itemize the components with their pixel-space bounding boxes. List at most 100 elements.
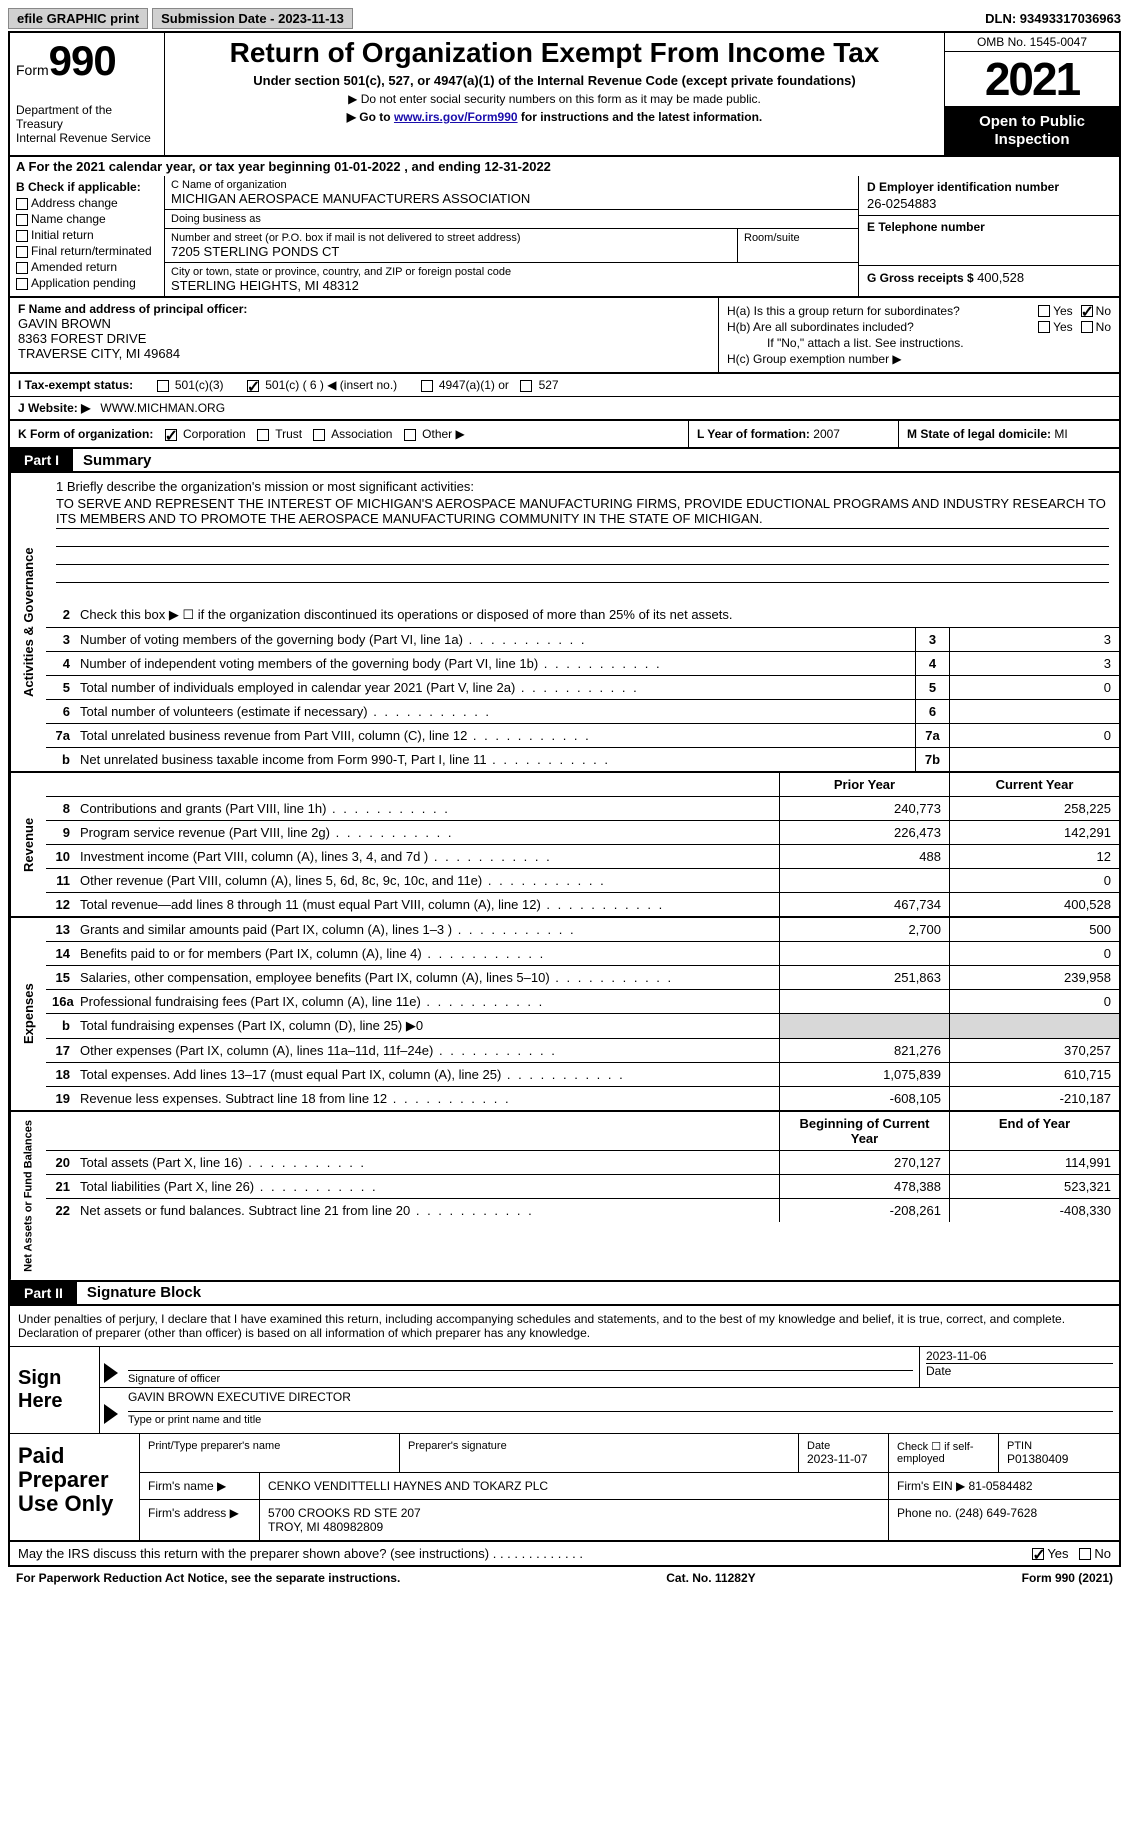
officer-addr1: 8363 FOREST DRIVE — [18, 331, 710, 346]
sig-intro: Under penalties of perjury, I declare th… — [10, 1306, 1119, 1347]
summary-row: 5Total number of individuals employed in… — [46, 676, 1119, 700]
chk-name-change[interactable] — [16, 214, 28, 226]
officer-name: GAVIN BROWN — [18, 316, 710, 331]
form-subtitle-1: Under section 501(c), 527, or 4947(a)(1)… — [175, 73, 934, 88]
summary-row: 12Total revenue—add lines 8 through 11 (… — [46, 893, 1119, 916]
summary-row: 8Contributions and grants (Part VIII, li… — [46, 797, 1119, 821]
chk-discuss-no[interactable] — [1079, 1548, 1091, 1560]
summary-row: 21Total liabilities (Part X, line 26)478… — [46, 1175, 1119, 1199]
efile-btn[interactable]: efile GRAPHIC print — [8, 8, 148, 29]
officer-print-name: GAVIN BROWN EXECUTIVE DIRECTOR — [128, 1390, 1113, 1412]
officer-signature[interactable] — [128, 1349, 913, 1371]
submission-date: Submission Date - 2023-11-13 — [152, 8, 353, 29]
chk-final-return[interactable] — [16, 246, 28, 258]
chk-initial-return[interactable] — [16, 230, 28, 242]
part1-header: Part I Summary — [8, 449, 1121, 473]
page-footer: For Paperwork Reduction Act Notice, see … — [8, 1567, 1121, 1589]
row-i-tax-status: I Tax-exempt status: 501(c)(3) 501(c) ( … — [10, 374, 1119, 397]
chk-app-pending[interactable] — [16, 278, 28, 290]
dept-label: Department of the Treasury — [16, 103, 158, 131]
arrow-icon — [104, 1363, 118, 1383]
preparer-date: 2023-11-07 — [807, 1452, 880, 1466]
website: WWW.MICHMAN.ORG — [100, 401, 225, 415]
section-klm: K Form of organization: Corporation Trus… — [8, 421, 1121, 449]
summary-row: bTotal fundraising expenses (Part IX, co… — [46, 1014, 1119, 1039]
arrow-icon — [104, 1404, 118, 1424]
section-net-assets: Net Assets or Fund Balances Beginning of… — [8, 1112, 1121, 1282]
summary-row: 16aProfessional fundraising fees (Part I… — [46, 990, 1119, 1014]
section-revenue: Revenue Prior Year Current Year 8Contrib… — [8, 773, 1121, 918]
chk-hb-no[interactable] — [1081, 321, 1093, 333]
summary-row: 7aTotal unrelated business revenue from … — [46, 724, 1119, 748]
col-b-checkboxes: B Check if applicable: Address change Na… — [10, 176, 165, 296]
irs-label: Internal Revenue Service — [16, 131, 158, 145]
irs-link[interactable]: www.irs.gov/Form990 — [394, 110, 518, 124]
mission-text: TO SERVE AND REPRESENT THE INTEREST OF M… — [56, 494, 1109, 529]
chk-amended[interactable] — [16, 262, 28, 274]
summary-row: 22Net assets or fund balances. Subtract … — [46, 1199, 1119, 1222]
officer-addr2: TRAVERSE CITY, MI 49684 — [18, 346, 710, 361]
chk-assoc[interactable] — [313, 429, 325, 441]
summary-row: bNet unrelated business taxable income f… — [46, 748, 1119, 771]
city-state-zip: STERLING HEIGHTS, MI 48312 — [171, 278, 852, 293]
firm-ein: 81-0584482 — [969, 1479, 1033, 1493]
ein: 26-0254883 — [867, 196, 1111, 211]
firm-name: CENKO VENDITTELLI HAYNES AND TOKARZ PLC — [260, 1473, 889, 1499]
chk-trust[interactable] — [257, 429, 269, 441]
form-header: Form990 Department of the Treasury Inter… — [8, 31, 1121, 157]
col-d-ein: D Employer identification number 26-0254… — [859, 176, 1119, 296]
chk-corp[interactable] — [165, 429, 177, 441]
section-expenses: Expenses 13Grants and similar amounts pa… — [8, 918, 1121, 1112]
chk-501c3[interactable] — [157, 380, 169, 392]
room-suite: Room/suite — [738, 229, 858, 262]
chk-527[interactable] — [520, 380, 532, 392]
chk-discuss-yes[interactable] — [1032, 1548, 1044, 1560]
firm-phone: (248) 649-7628 — [955, 1506, 1037, 1520]
vtab-activities: Activities & Governance — [10, 473, 46, 771]
chk-501c[interactable] — [247, 380, 259, 392]
summary-row: 10Investment income (Part VIII, column (… — [46, 845, 1119, 869]
open-to-public: Open to Public Inspection — [945, 107, 1119, 155]
summary-row: 18Total expenses. Add lines 13–17 (must … — [46, 1063, 1119, 1087]
top-bar: efile GRAPHIC print Submission Date - 20… — [8, 8, 1121, 29]
firm-addr2: TROY, MI 480982809 — [268, 1520, 880, 1534]
street-address: 7205 STERLING PONDS CT — [171, 244, 731, 259]
chk-4947[interactable] — [421, 380, 433, 392]
chk-address-change[interactable] — [16, 198, 28, 210]
row-a-tax-year: A For the 2021 calendar year, or tax yea… — [8, 157, 1121, 176]
summary-row: 11Other revenue (Part VIII, column (A), … — [46, 869, 1119, 893]
revenue-col-hdr: Prior Year Current Year — [46, 773, 1119, 797]
col-c-org-info: C Name of organization MICHIGAN AEROSPAC… — [165, 176, 859, 296]
section-activities: Activities & Governance 1 Briefly descri… — [8, 473, 1121, 773]
vtab-expenses: Expenses — [10, 918, 46, 1110]
signature-block: Under penalties of perjury, I declare th… — [8, 1306, 1121, 1542]
section-bcd: B Check if applicable: Address change Na… — [8, 176, 1121, 298]
tax-year: 2021 — [945, 52, 1119, 107]
section-ij: I Tax-exempt status: 501(c)(3) 501(c) ( … — [8, 374, 1121, 421]
sig-date: 2023-11-06 — [926, 1349, 1113, 1364]
summary-row: 20Total assets (Part X, line 16)270,1271… — [46, 1151, 1119, 1175]
netassets-col-hdr: Beginning of Current Year End of Year — [46, 1112, 1119, 1151]
summary-row: 6Total number of volunteers (estimate if… — [46, 700, 1119, 724]
chk-other[interactable] — [404, 429, 416, 441]
chk-self-employed[interactable]: Check ☐ if self-employed — [889, 1434, 999, 1472]
summary-row: 14Benefits paid to or for members (Part … — [46, 942, 1119, 966]
section-fh: F Name and address of principal officer:… — [8, 298, 1121, 374]
chk-ha-yes[interactable] — [1038, 305, 1050, 317]
row-k-form-org: K Form of organization: Corporation Trus… — [10, 421, 689, 447]
form-title: Return of Organization Exempt From Incom… — [175, 37, 934, 69]
summary-row: 3Number of voting members of the governi… — [46, 628, 1119, 652]
sign-here-label: Sign Here — [10, 1347, 100, 1433]
part2-header: Part II Signature Block — [8, 1282, 1121, 1306]
paid-preparer: Paid Preparer Use Only Print/Type prepar… — [10, 1433, 1119, 1540]
form-subtitle-3: ▶ Go to www.irs.gov/Form990 for instruct… — [175, 110, 934, 124]
summary-row: 17Other expenses (Part IX, column (A), l… — [46, 1039, 1119, 1063]
chk-ha-no[interactable] — [1081, 305, 1093, 317]
summary-row: 2Check this box ▶ ☐ if the organization … — [46, 603, 1119, 628]
org-name: MICHIGAN AEROSPACE MANUFACTURERS ASSOCIA… — [171, 191, 852, 206]
omb-number: OMB No. 1545-0047 — [945, 33, 1119, 52]
firm-addr1: 5700 CROOKS RD STE 207 — [268, 1506, 880, 1520]
chk-hb-yes[interactable] — [1038, 321, 1050, 333]
summary-row: 9Program service revenue (Part VIII, lin… — [46, 821, 1119, 845]
discuss-row: May the IRS discuss this return with the… — [8, 1542, 1121, 1567]
